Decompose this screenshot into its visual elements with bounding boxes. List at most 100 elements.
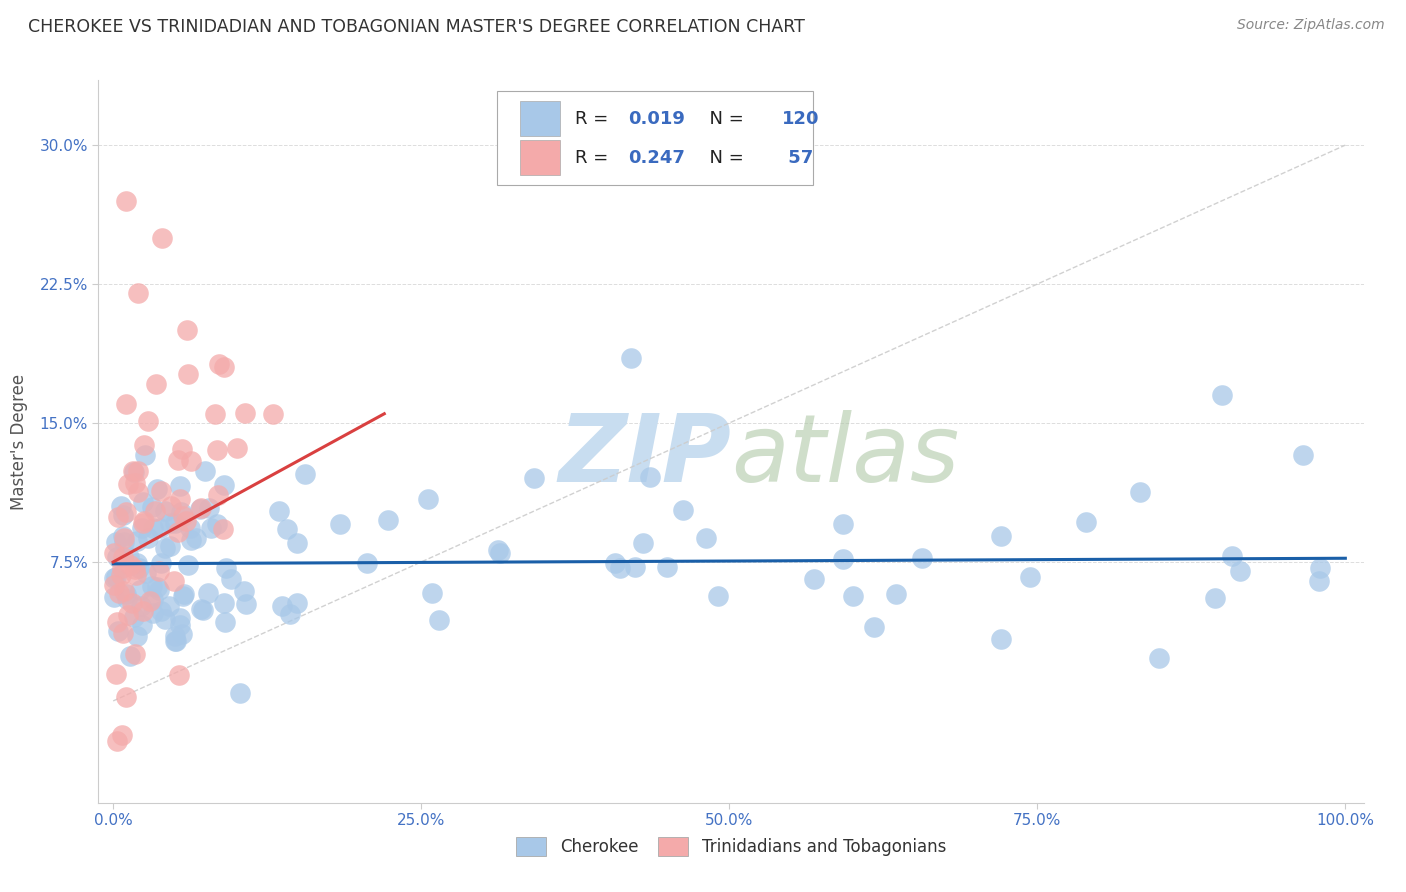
Point (148, 521, 170, 535)
Point (132, 516, 155, 530)
Point (205, 442, 228, 457)
Point (169, 668, 191, 682)
Point (278, 607, 301, 622)
Point (173, 587, 195, 601)
Text: 120: 120 (782, 110, 820, 128)
Point (990, 632, 1012, 646)
Point (135, 566, 157, 580)
Point (105, 570, 128, 584)
Point (122, 609, 145, 624)
Point (172, 590, 194, 604)
Point (831, 517, 853, 532)
Point (131, 520, 153, 534)
Point (132, 603, 155, 617)
Point (111, 508, 134, 522)
Point (214, 478, 236, 492)
Point (157, 599, 180, 614)
Legend: Cherokee, Trinidadians and Tobagonians: Cherokee, Trinidadians and Tobagonians (510, 830, 952, 863)
Point (884, 587, 907, 601)
Point (129, 599, 152, 613)
Point (105, 550, 128, 565)
Point (841, 589, 863, 603)
Text: N =: N = (699, 110, 749, 128)
Point (377, 513, 399, 527)
Point (803, 572, 825, 586)
Point (212, 360, 235, 375)
Point (1308, 574, 1330, 588)
Point (127, 484, 149, 499)
Text: 57: 57 (782, 149, 813, 167)
Point (695, 531, 717, 545)
Point (420, 586, 443, 600)
Point (111, 561, 134, 575)
Point (215, 561, 238, 575)
Point (1309, 561, 1331, 575)
Point (163, 628, 186, 642)
Point (191, 603, 214, 617)
Point (1074, 516, 1097, 530)
Text: atlas: atlas (731, 410, 959, 501)
Point (609, 560, 631, 574)
Point (111, 549, 134, 564)
Point (862, 620, 884, 634)
Point (103, 578, 125, 592)
Point (149, 556, 172, 570)
Point (105, 615, 128, 629)
Point (197, 586, 219, 600)
Point (107, 510, 129, 524)
Point (190, 501, 212, 516)
Point (118, 558, 141, 573)
Point (122, 464, 145, 478)
Point (225, 442, 247, 456)
Point (121, 596, 143, 610)
Point (128, 561, 150, 575)
Text: R =: R = (575, 149, 614, 167)
Point (208, 357, 231, 371)
Point (127, 629, 149, 643)
Point (228, 686, 250, 700)
Point (148, 564, 170, 578)
Point (276, 523, 298, 537)
Point (122, 465, 145, 479)
Point (427, 613, 450, 627)
Point (172, 509, 194, 524)
Point (179, 521, 201, 535)
Point (145, 376, 167, 391)
Point (1220, 549, 1243, 563)
Point (418, 492, 440, 507)
Point (489, 546, 512, 560)
Point (124, 647, 146, 661)
Point (174, 515, 197, 529)
Point (655, 560, 678, 574)
Point (212, 596, 235, 610)
Point (262, 407, 284, 421)
Point (329, 516, 352, 531)
Point (114, 194, 136, 208)
Point (127, 286, 149, 301)
Point (186, 531, 208, 545)
Point (103, 571, 125, 585)
Point (285, 596, 308, 610)
Point (153, 611, 176, 625)
Point (148, 582, 170, 597)
Point (169, 610, 191, 624)
Point (159, 539, 181, 553)
Point (165, 634, 187, 648)
Text: 0.247: 0.247 (628, 149, 686, 167)
FancyBboxPatch shape (498, 91, 813, 185)
Point (111, 529, 134, 543)
Point (124, 475, 146, 490)
Text: 0.019: 0.019 (628, 110, 686, 128)
Text: R =: R = (575, 110, 614, 128)
Point (142, 591, 165, 606)
Point (104, 535, 127, 549)
Point (103, 546, 125, 560)
Point (166, 524, 188, 539)
Point (1129, 484, 1152, 499)
Point (108, 585, 131, 599)
Point (177, 558, 200, 573)
Point (204, 407, 226, 421)
Point (200, 521, 222, 535)
Point (120, 648, 142, 663)
Point (356, 556, 378, 570)
